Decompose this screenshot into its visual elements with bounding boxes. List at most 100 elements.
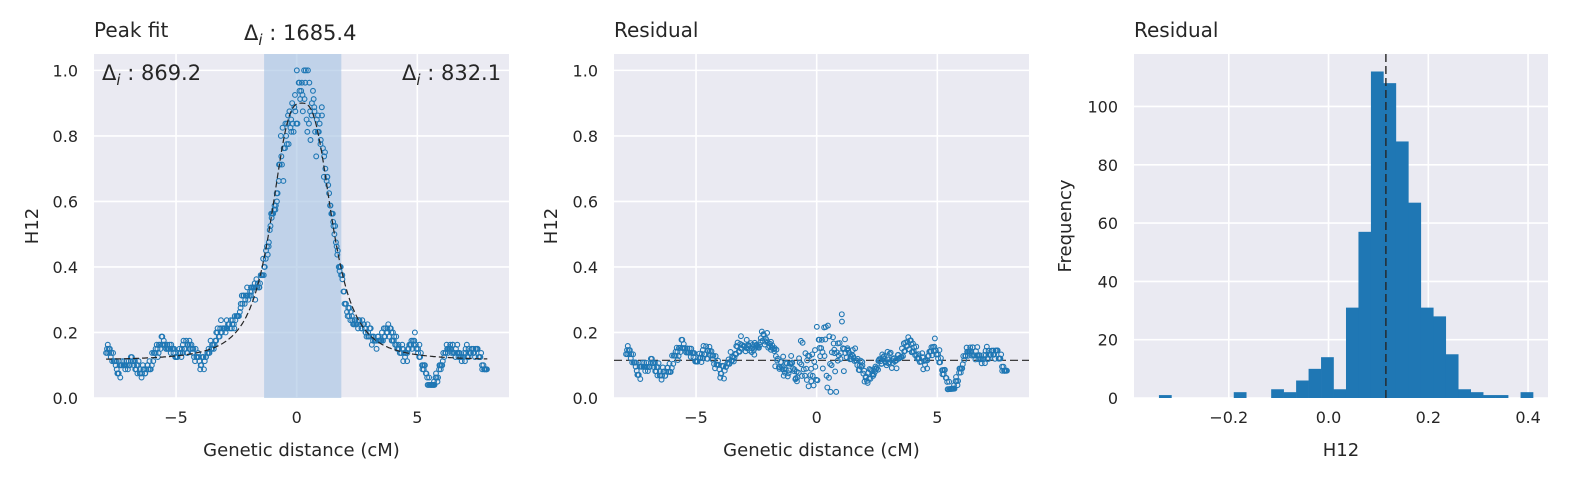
residual-point bbox=[830, 334, 836, 341]
scan-point bbox=[190, 345, 197, 352]
scan-point bbox=[399, 341, 406, 348]
residual-point bbox=[751, 351, 758, 358]
histogram-bar bbox=[1395, 141, 1409, 398]
x-tick-label: 0 bbox=[292, 408, 302, 427]
scan-point bbox=[478, 350, 485, 356]
scan-point bbox=[317, 141, 324, 148]
residual-point bbox=[710, 352, 717, 359]
scan-point bbox=[256, 284, 263, 291]
residual-point bbox=[839, 318, 845, 325]
scan-point bbox=[201, 366, 207, 373]
tick-labels: −0.2 0.0 0.2 0.4 0 20 40 60 80 100 bbox=[1087, 97, 1540, 427]
scan-point bbox=[325, 182, 332, 188]
scan-point bbox=[296, 79, 303, 86]
histogram-bar bbox=[1408, 202, 1422, 398]
histogram-bar bbox=[1495, 395, 1509, 398]
histogram-bar bbox=[1358, 231, 1372, 398]
x-axis-label: H12 bbox=[1323, 440, 1359, 461]
scan-point bbox=[317, 137, 324, 143]
scan-point bbox=[150, 358, 157, 365]
scan-point bbox=[153, 341, 160, 348]
residual-point bbox=[799, 339, 806, 346]
residual-point bbox=[879, 351, 886, 358]
scan-point bbox=[213, 337, 220, 344]
y-tick-label: 0.6 bbox=[53, 192, 78, 211]
residual-point bbox=[809, 372, 816, 379]
residual-point bbox=[994, 347, 1001, 354]
scan-point bbox=[299, 108, 306, 115]
residual-point bbox=[998, 351, 1005, 358]
y-tick-label: 0.4 bbox=[573, 258, 598, 277]
residual-point bbox=[915, 351, 922, 358]
residual-point bbox=[881, 356, 888, 363]
scan-point bbox=[285, 141, 292, 148]
residual-point bbox=[824, 322, 831, 329]
histogram-bar bbox=[1433, 316, 1447, 398]
residual-point bbox=[881, 353, 887, 360]
histogram-bar bbox=[1321, 357, 1334, 398]
histogram-bar bbox=[1370, 71, 1384, 399]
scan-point bbox=[322, 149, 328, 156]
residual-point bbox=[826, 333, 833, 340]
residual-point bbox=[826, 374, 832, 381]
residual-point bbox=[828, 362, 835, 369]
y-tick-label: 0.4 bbox=[53, 258, 78, 277]
scan-point bbox=[329, 210, 336, 217]
scan-point bbox=[311, 104, 318, 111]
residual-point bbox=[780, 372, 787, 379]
scan-point bbox=[192, 345, 199, 352]
scan-point bbox=[319, 112, 325, 119]
delta-annotation-right: Δi : 832.1 bbox=[402, 61, 501, 89]
scan-point bbox=[301, 96, 308, 102]
scan-point bbox=[257, 280, 263, 287]
x-tick-label: 0.2 bbox=[1416, 408, 1441, 427]
scan-point bbox=[373, 345, 380, 352]
scan-point bbox=[254, 284, 261, 291]
y-tick-label: 100 bbox=[1087, 97, 1118, 116]
residual-scatter-panel: −5 0 5 0.0 0.2 0.4 0.6 0.8 1.0 Residual Genetic … bbox=[541, 18, 1029, 461]
histogram-bar bbox=[1271, 389, 1284, 398]
scan-point bbox=[292, 108, 299, 115]
scan-point bbox=[483, 366, 490, 373]
residual-point bbox=[936, 347, 943, 354]
residual-point bbox=[837, 355, 844, 362]
residual-point bbox=[838, 311, 845, 318]
scan-point bbox=[434, 378, 441, 385]
scan-point bbox=[417, 354, 424, 360]
scan-point bbox=[391, 333, 398, 340]
residual-point bbox=[840, 368, 847, 375]
residual-point bbox=[997, 355, 1004, 362]
x-tick-label: 0.4 bbox=[1515, 408, 1540, 427]
scan-point bbox=[279, 124, 286, 131]
plot-background bbox=[1134, 54, 1548, 398]
histogram-bar bbox=[1333, 389, 1347, 398]
scan-point bbox=[198, 362, 205, 369]
histogram-bar bbox=[1158, 395, 1172, 398]
histogram-bar bbox=[1520, 392, 1534, 398]
residual-point bbox=[784, 373, 791, 380]
residual-point bbox=[859, 362, 866, 369]
x-tick-label: −5 bbox=[164, 408, 188, 427]
scan-point bbox=[260, 255, 267, 262]
residual-point bbox=[813, 323, 820, 330]
histogram-bar bbox=[1296, 380, 1309, 398]
scan-point bbox=[149, 350, 156, 356]
data-points bbox=[623, 311, 1010, 395]
residual-point bbox=[658, 376, 665, 383]
y-tick-label: 0.0 bbox=[53, 389, 78, 408]
scan-point bbox=[239, 300, 246, 307]
scan-point bbox=[288, 128, 295, 135]
residual-point bbox=[824, 384, 831, 391]
scan-point bbox=[231, 325, 238, 332]
residual-point bbox=[630, 351, 637, 358]
histogram-bar bbox=[1345, 307, 1359, 398]
scan-point bbox=[117, 374, 124, 381]
scan-point bbox=[265, 239, 272, 246]
residual-point bbox=[937, 355, 944, 362]
residual-point bbox=[731, 354, 738, 361]
y-tick-label: 1.0 bbox=[573, 61, 598, 80]
residual-point bbox=[721, 367, 728, 374]
scan-point bbox=[110, 350, 117, 356]
scan-point bbox=[241, 300, 248, 307]
residual-point bbox=[755, 344, 762, 351]
